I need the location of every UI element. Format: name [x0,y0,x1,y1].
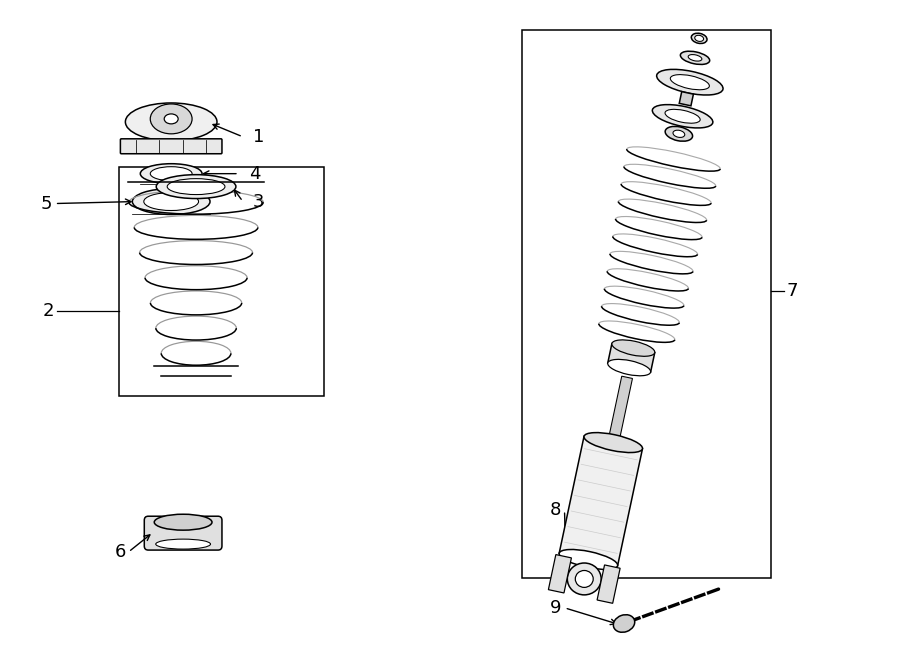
Ellipse shape [144,192,199,210]
Ellipse shape [156,539,211,549]
Polygon shape [608,344,655,372]
Ellipse shape [157,175,236,198]
Ellipse shape [670,75,709,90]
Ellipse shape [150,167,192,180]
Ellipse shape [167,178,225,194]
Ellipse shape [154,514,212,530]
Text: 2: 2 [42,302,54,320]
Ellipse shape [652,104,713,128]
Text: 7: 7 [787,282,798,300]
Bar [120,167,323,396]
Polygon shape [680,92,693,106]
Ellipse shape [584,432,643,453]
Ellipse shape [125,103,217,141]
Text: 6: 6 [115,543,126,561]
Bar [522,30,770,578]
Text: 8: 8 [550,501,562,520]
Polygon shape [548,555,572,593]
Ellipse shape [140,164,202,184]
Ellipse shape [612,340,655,356]
Ellipse shape [657,69,723,95]
Ellipse shape [665,109,700,123]
Ellipse shape [567,563,601,595]
Ellipse shape [150,104,192,134]
Polygon shape [608,376,633,444]
Ellipse shape [132,188,210,214]
Ellipse shape [673,130,685,137]
Ellipse shape [665,126,693,141]
FancyBboxPatch shape [144,516,222,550]
Ellipse shape [695,35,704,42]
Ellipse shape [559,549,617,569]
Ellipse shape [688,55,702,61]
Ellipse shape [680,51,710,65]
Ellipse shape [608,360,651,375]
Ellipse shape [613,615,634,633]
Ellipse shape [164,114,178,124]
Ellipse shape [575,570,593,588]
Text: 9: 9 [550,599,562,617]
Text: 3: 3 [253,192,265,211]
Ellipse shape [691,33,707,44]
Text: 4: 4 [248,165,260,182]
FancyBboxPatch shape [121,139,222,154]
Polygon shape [559,436,643,566]
Text: 1: 1 [253,128,265,146]
Polygon shape [597,565,620,603]
Text: 5: 5 [40,194,51,213]
